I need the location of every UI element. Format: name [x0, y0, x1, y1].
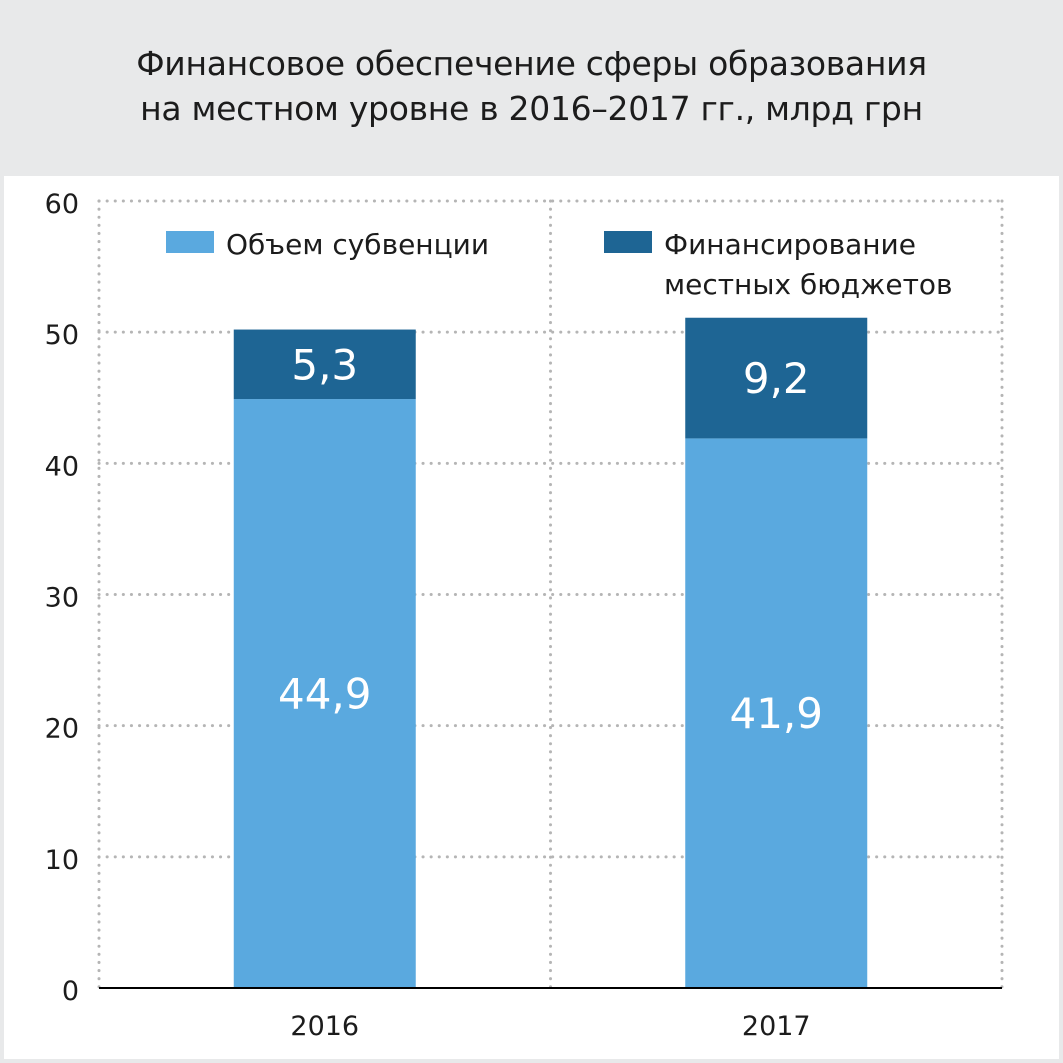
chart-panel: 0 10 20 30 40 50 60 44,9 5,3 2016 41,9 9,2 2017 Объем… — [4, 176, 1059, 1059]
legend-label: Объем субвенции — [226, 228, 489, 261]
bar-value-label: 41,9 — [729, 689, 823, 738]
y-tick-label: 50 — [45, 320, 79, 351]
stacked-bar-chart: 0 10 20 30 40 50 60 44,9 5,3 2016 41,9 9,2 2017 Объем… — [45, 189, 1004, 1042]
bar-segment — [233, 399, 416, 988]
bar-segment — [685, 438, 868, 989]
legend-label: Финансирование — [664, 228, 916, 261]
bar-segment — [233, 329, 416, 400]
chart-title: Финансовое обеспечение сферы образования… — [0, 0, 1063, 172]
legend-label: местных бюджетов — [664, 268, 953, 301]
x-tick-label: 2016 — [290, 1011, 359, 1042]
y-tick-label: 40 — [45, 451, 79, 482]
y-tick-label: 10 — [45, 845, 79, 876]
bar-value-label: 44,9 — [278, 670, 372, 719]
y-tick-label: 20 — [45, 714, 79, 745]
bar-value-label: 9,2 — [743, 354, 810, 403]
y-tick-label: 30 — [45, 583, 79, 614]
chart-title-line-2: на местном уровне в 2016–2017 гг., млрд … — [140, 89, 923, 128]
x-tick-label: 2017 — [742, 1011, 811, 1042]
legend-swatch — [166, 231, 214, 253]
chart-title-line-1: Финансовое обеспечение сферы образования — [136, 44, 927, 83]
y-tick-label: 0 — [62, 976, 79, 1007]
legend-swatch — [604, 231, 652, 253]
bar-value-label: 5,3 — [291, 340, 358, 389]
bar-segment — [685, 317, 868, 439]
y-tick-label: 60 — [45, 189, 79, 220]
